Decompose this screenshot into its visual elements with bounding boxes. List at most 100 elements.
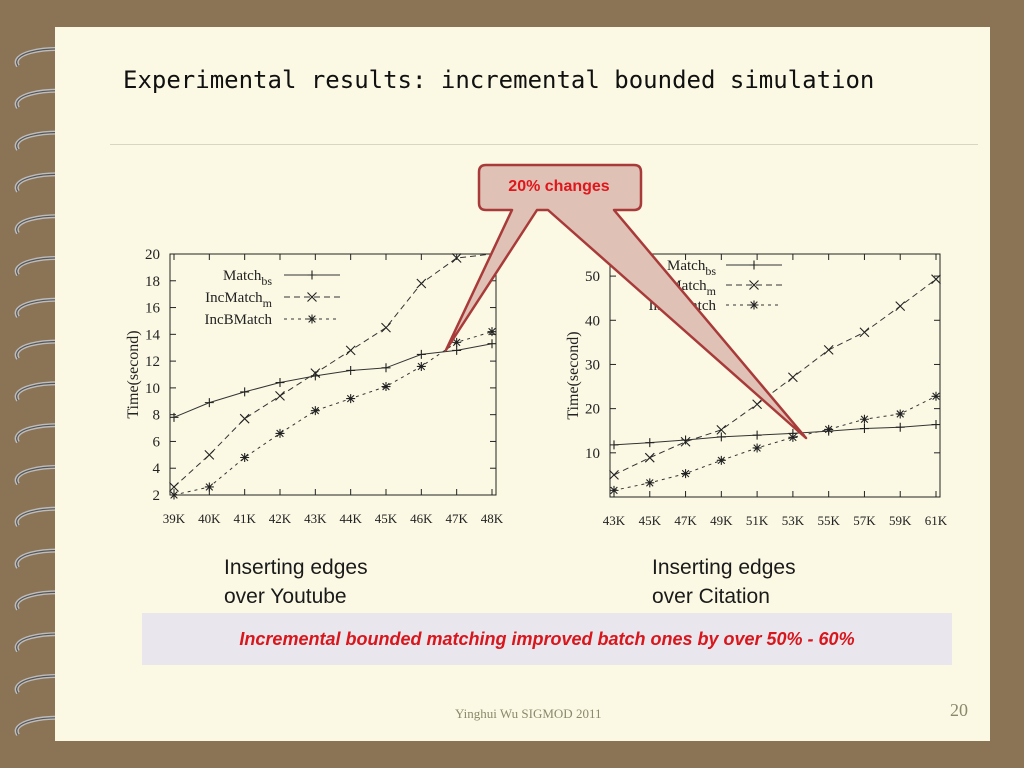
data-point — [895, 409, 905, 419]
data-point — [169, 482, 179, 492]
legend-label: IncBMatch — [649, 298, 717, 314]
series-match — [609, 420, 941, 450]
data-point — [275, 378, 285, 388]
x-tick-label: 55K — [817, 513, 840, 528]
data-point — [381, 322, 391, 333]
legend-label: IncMatchm — [649, 278, 716, 298]
y-tick-label: 4 — [153, 461, 161, 477]
x-tick-label: 43K — [304, 511, 327, 526]
page-number: 20 — [950, 700, 968, 720]
data-point — [169, 490, 179, 500]
data-point — [681, 469, 691, 479]
data-point — [169, 412, 179, 422]
data-point — [240, 387, 250, 397]
legend-label: Matchbs — [667, 258, 716, 278]
x-tick-label: 42K — [269, 511, 292, 526]
conclusion-banner: Incremental bounded matching improved ba… — [142, 613, 952, 665]
caption-youtube-line2: over Youtube — [224, 585, 347, 608]
data-point — [239, 413, 250, 424]
data-point — [752, 443, 762, 453]
y-axis-label: Time(second) — [125, 330, 142, 418]
data-point — [645, 438, 655, 448]
y-tick-label: 10 — [585, 446, 600, 462]
data-point — [716, 455, 726, 465]
data-point — [345, 345, 356, 356]
x-tick-label: 47K — [674, 513, 697, 528]
x-tick-label: 43K — [603, 513, 626, 528]
x-tick-label: 45K — [639, 513, 662, 528]
legend-label: IncBMatch — [205, 312, 273, 328]
y-tick-label: 6 — [153, 434, 161, 450]
legend-marker — [749, 300, 759, 310]
y-tick-label: 2 — [153, 488, 161, 504]
caption-citation-line1: Inserting edges — [652, 556, 796, 579]
footer-author: Yinghui Wu SIGMOD 2011 — [455, 706, 602, 721]
data-point — [752, 399, 762, 410]
data-point — [240, 453, 250, 463]
data-point — [609, 485, 619, 495]
caption-citation-line2: over Citation — [652, 585, 770, 608]
data-point — [609, 470, 619, 480]
data-point — [346, 394, 356, 404]
x-tick-label: 45K — [375, 511, 398, 526]
data-point — [416, 361, 426, 371]
x-tick-label: 48K — [481, 511, 504, 526]
y-tick-label: 20 — [145, 247, 160, 263]
data-point — [931, 274, 941, 285]
x-tick-label: 49K — [710, 513, 733, 528]
y-tick-label: 10 — [145, 381, 160, 397]
series-line — [173, 331, 493, 496]
caption-youtube-line1: Inserting edges — [224, 556, 368, 579]
data-point — [204, 449, 215, 460]
y-tick-label: 12 — [145, 354, 160, 370]
data-point — [275, 428, 285, 438]
x-tick-label: 40K — [198, 511, 221, 526]
y-tick-label: 50 — [585, 269, 600, 285]
data-point — [346, 365, 356, 375]
data-point — [645, 478, 655, 488]
data-point — [275, 391, 285, 401]
series-line — [613, 424, 937, 446]
data-point — [824, 424, 834, 434]
y-axis-label: Time(second) — [565, 331, 582, 419]
x-tick-label: 51K — [746, 513, 769, 528]
series-incmatch — [169, 253, 493, 492]
data-point — [931, 391, 941, 401]
data-point — [204, 398, 214, 408]
y-tick-label: 14 — [145, 327, 161, 343]
legend-marker — [307, 270, 317, 280]
series-line — [173, 253, 493, 488]
x-tick-label: 41K — [233, 511, 256, 526]
data-point — [381, 363, 391, 373]
x-tick-label: 39K — [163, 511, 186, 526]
y-tick-label: 18 — [145, 274, 160, 290]
data-point — [859, 424, 869, 434]
x-tick-label: 44K — [339, 511, 362, 526]
data-point — [895, 301, 906, 312]
data-point — [895, 422, 905, 432]
title-divider — [110, 144, 978, 145]
y-tick-label: 30 — [585, 357, 600, 373]
legend-marker — [749, 260, 759, 270]
series-line — [173, 343, 493, 418]
series-incbmatch — [609, 391, 941, 495]
y-tick-label: 16 — [145, 301, 161, 317]
x-tick-label: 61K — [925, 513, 948, 528]
caption-youtube: Inserting edges over Youtube — [224, 553, 368, 611]
legend-label: IncMatchm — [205, 290, 272, 310]
data-point — [752, 430, 762, 440]
x-tick-label: 57K — [853, 513, 876, 528]
series-line — [613, 395, 937, 491]
data-point — [609, 440, 619, 450]
data-point — [644, 452, 655, 463]
data-point — [416, 278, 427, 289]
callout-label: 20% changes — [508, 178, 610, 195]
x-tick-label: 53K — [782, 513, 805, 528]
legend-label: Matchbs — [223, 268, 272, 288]
data-point — [859, 327, 870, 338]
data-point — [788, 372, 798, 383]
data-point — [416, 349, 426, 359]
data-point — [788, 432, 798, 442]
data-point — [310, 406, 320, 416]
